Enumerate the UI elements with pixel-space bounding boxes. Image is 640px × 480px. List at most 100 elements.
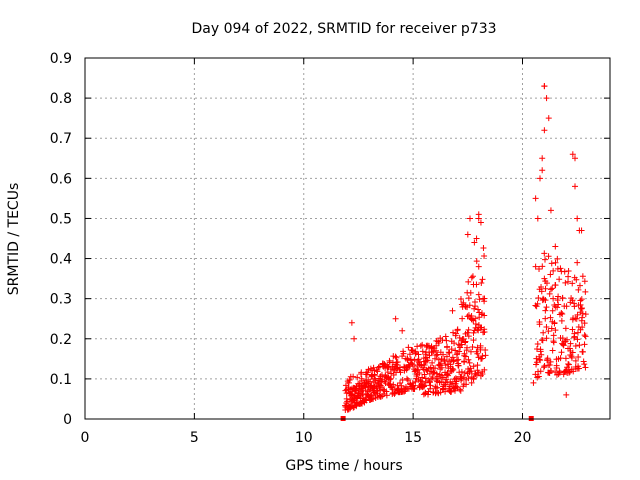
x-tick-label: 5 <box>190 430 199 446</box>
data-point <box>577 301 584 308</box>
data-point <box>565 278 572 285</box>
data-point <box>569 349 576 356</box>
data-point <box>443 353 450 360</box>
data-point <box>542 315 549 322</box>
data-point <box>371 372 378 379</box>
data-point <box>358 369 365 376</box>
data-point <box>468 379 475 386</box>
data-point <box>465 278 472 285</box>
data-point <box>568 353 575 360</box>
data-point <box>579 305 586 312</box>
data-point <box>581 341 588 348</box>
data-point <box>576 282 583 289</box>
y-tick-label: 0.7 <box>50 131 72 147</box>
data-point <box>565 267 572 274</box>
data-point <box>429 374 436 381</box>
data-point <box>471 305 478 312</box>
data-point <box>549 307 556 314</box>
data-point <box>392 315 399 322</box>
data-point <box>541 83 548 90</box>
data-point <box>562 279 569 286</box>
data-point <box>552 243 559 250</box>
data-point <box>569 297 576 304</box>
data-point <box>474 350 481 357</box>
data-point <box>426 379 433 386</box>
data-point <box>468 274 475 281</box>
data-point <box>539 263 546 270</box>
data-point <box>442 333 449 340</box>
data-point <box>374 368 381 375</box>
data-point <box>569 151 576 158</box>
data-point <box>565 361 572 368</box>
data-point <box>465 356 472 363</box>
data-point <box>461 350 468 357</box>
data-point <box>567 340 574 347</box>
data-point <box>394 359 401 366</box>
data-point <box>538 351 545 358</box>
data-point <box>475 263 482 270</box>
data-point <box>399 376 406 383</box>
data-point <box>480 295 487 302</box>
data-point <box>545 115 552 122</box>
data-point <box>383 392 390 399</box>
data-point <box>465 295 472 302</box>
data-point <box>535 295 542 302</box>
data-point <box>470 363 477 370</box>
data-point <box>577 309 584 316</box>
data-point <box>537 175 543 182</box>
data-point <box>388 370 395 377</box>
data-point <box>553 365 560 372</box>
data-point <box>462 339 469 346</box>
data-point <box>566 345 573 352</box>
data-point <box>554 255 561 262</box>
data-point <box>537 357 544 364</box>
data-point <box>377 393 384 400</box>
data-point <box>453 378 460 385</box>
data-point <box>574 329 581 336</box>
data-point <box>573 315 580 322</box>
data-point <box>552 259 559 266</box>
data-point <box>542 297 549 304</box>
data-point <box>438 364 445 371</box>
data-point <box>481 366 488 373</box>
x-tick-label: 0 <box>81 430 90 446</box>
data-point <box>479 352 486 359</box>
data-point <box>560 342 567 349</box>
data-point <box>550 332 557 339</box>
data-point <box>542 256 549 263</box>
data-point <box>573 276 580 283</box>
y-tick-label: 0.2 <box>50 332 72 348</box>
data-point <box>461 369 468 376</box>
data-point <box>433 342 440 349</box>
data-point <box>433 352 440 359</box>
data-point <box>542 285 549 292</box>
data-point <box>543 323 550 330</box>
data-point <box>468 316 475 323</box>
data-point <box>547 314 554 321</box>
data-point <box>558 310 565 317</box>
data-point <box>411 385 418 392</box>
y-tick-label: 0.9 <box>50 51 72 67</box>
data-point <box>476 314 483 321</box>
data-point <box>541 127 548 134</box>
data-point <box>421 371 428 378</box>
data-point <box>443 371 450 378</box>
data-point <box>397 369 404 376</box>
data-point <box>550 267 557 274</box>
data-point <box>534 215 541 222</box>
data-point <box>351 335 358 342</box>
data-point <box>545 253 552 260</box>
data-point <box>550 339 557 346</box>
data-point <box>572 155 578 162</box>
data-point <box>448 346 455 353</box>
data-point <box>552 303 559 310</box>
data-point <box>467 215 473 222</box>
data-point <box>364 369 371 376</box>
data-point <box>419 378 426 385</box>
data-point <box>475 291 482 298</box>
data-point <box>538 288 545 295</box>
data-point <box>472 320 479 327</box>
data-point <box>377 387 384 394</box>
data-point <box>446 349 453 356</box>
data-point <box>557 265 564 272</box>
